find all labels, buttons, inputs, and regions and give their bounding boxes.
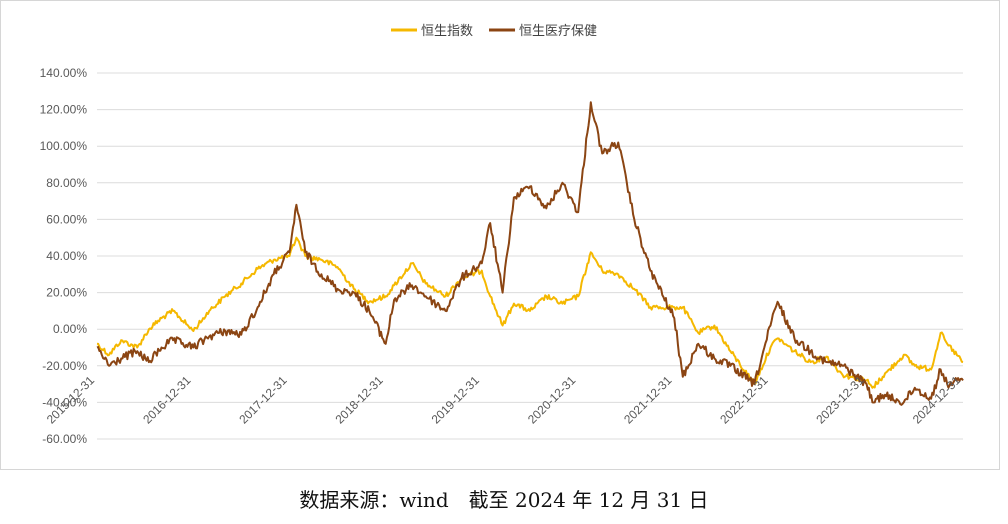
x-tick-label: 2023-12-31: [813, 373, 867, 427]
y-axis-tick-labels: 140.00% 120.00% 100.00% 80.00% 60.00% 40.00% 2…: [40, 66, 88, 446]
line-chart: 140.00% 120.00% 100.00% 80.00% 60.00% 40.00% 2…: [40, 24, 964, 446]
y-tick-label: -40.00%: [42, 395, 87, 409]
y-tick-label: 140.00%: [40, 66, 88, 80]
x-tick-label: 2018-12-31: [332, 373, 386, 427]
y-tick-label: 20.00%: [46, 286, 87, 300]
source-caption: 数据来源：wind 截至 2024 年 12 月 31 日: [299, 488, 709, 512]
x-tick-label: 2016-12-31: [140, 373, 194, 427]
x-axis-tick-labels: 2015-12-31 2016-12-31 2017-12-31 2018-12-31…: [44, 373, 964, 427]
x-tick-label: 2021-12-31: [621, 373, 675, 427]
y-tick-label: 80.00%: [46, 176, 87, 190]
y-tick-label: 0.00%: [53, 322, 87, 336]
x-tick-label: 2017-12-31: [236, 373, 290, 427]
chart-frame: 140.00% 120.00% 100.00% 80.00% 60.00% 40.00% 2…: [0, 0, 1000, 470]
y-tick-label: 60.00%: [46, 212, 87, 226]
gridlines: [97, 72, 963, 440]
legend-label: 恒生指数: [421, 24, 473, 39]
y-tick-label: 100.00%: [40, 139, 88, 153]
x-tick-label: 2019-12-31: [429, 373, 483, 427]
y-tick-label: 120.00%: [40, 103, 88, 117]
y-tick-label: -20.00%: [42, 359, 87, 373]
series-line-2: [96, 101, 964, 406]
x-tick-label: 2022-12-31: [717, 373, 771, 427]
legend-label: 恒生医疗保健: [519, 24, 597, 39]
legend: 恒生指数 恒生医疗保健: [391, 24, 597, 39]
y-tick-label: 40.00%: [46, 249, 87, 263]
series-lines: [96, 101, 964, 406]
y-tick-label: -60.00%: [42, 432, 87, 446]
x-tick-label: 2020-12-31: [525, 373, 579, 427]
